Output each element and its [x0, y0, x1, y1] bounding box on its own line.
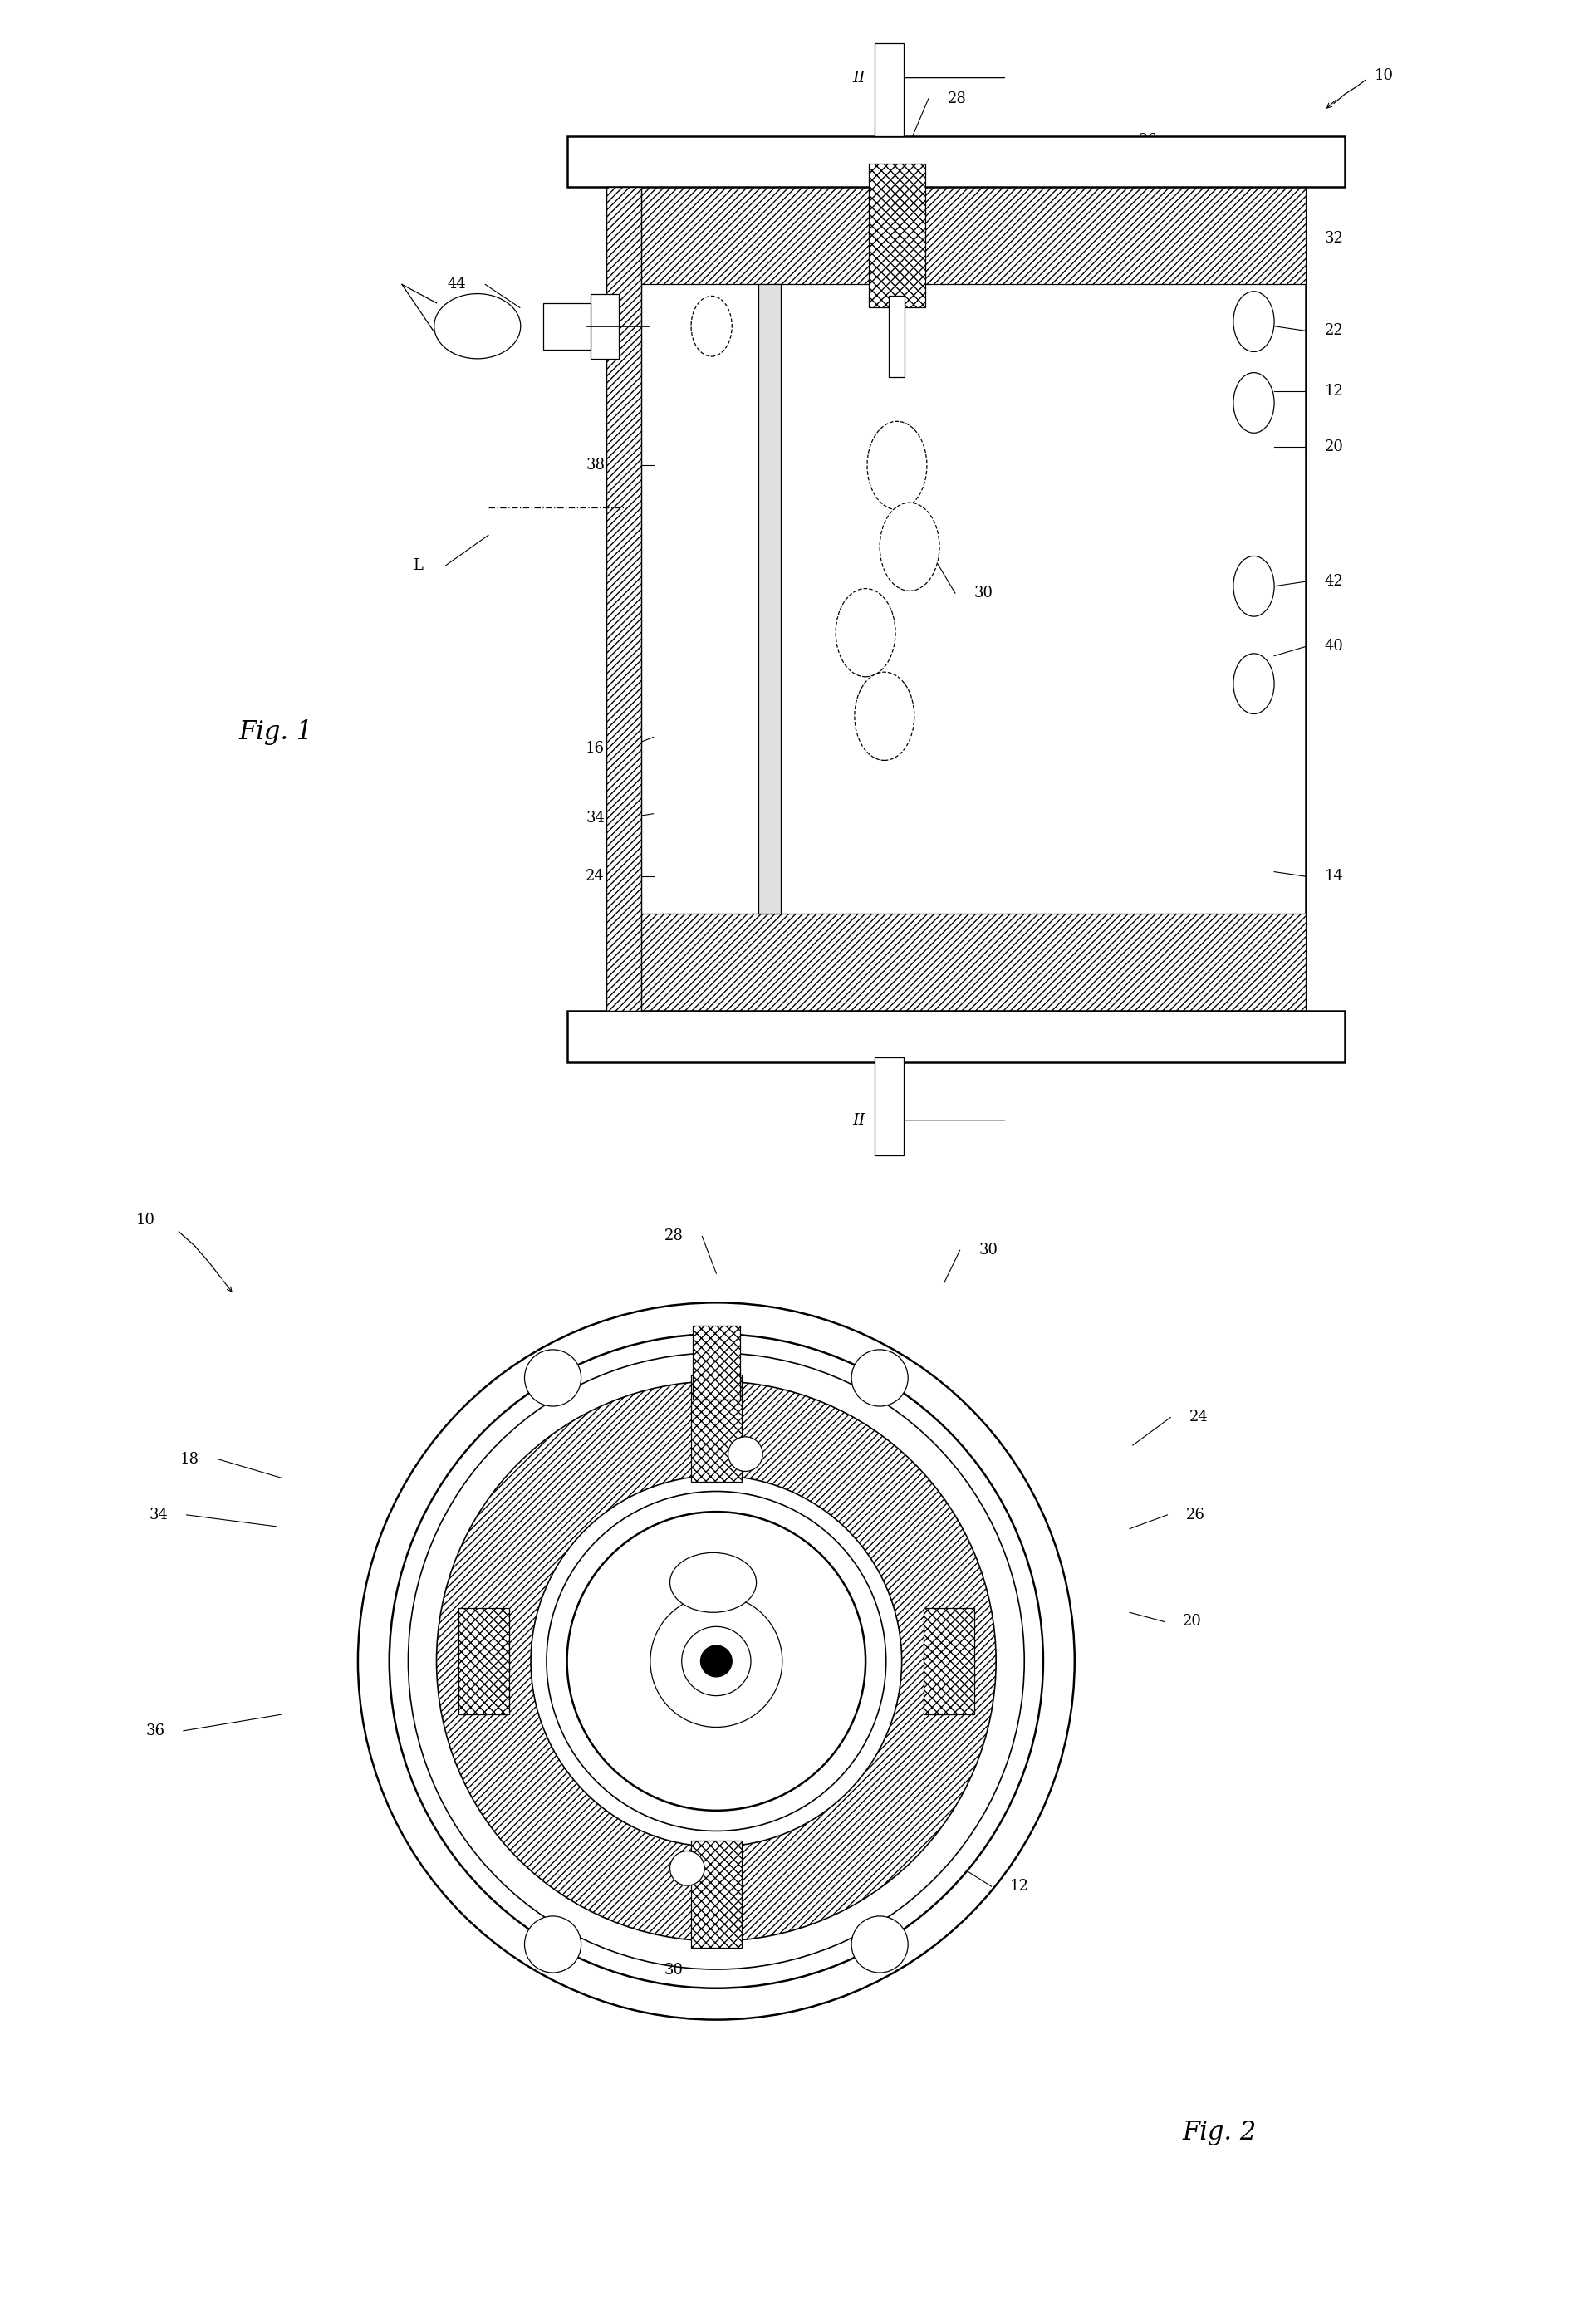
Text: 20: 20 — [1324, 439, 1344, 456]
Circle shape — [1234, 555, 1275, 616]
Text: 18: 18 — [1132, 1032, 1151, 1046]
Ellipse shape — [650, 1594, 782, 1727]
Bar — [606, 186, 641, 1011]
Bar — [567, 1011, 1344, 1062]
Ellipse shape — [671, 1850, 705, 1885]
Text: 14: 14 — [1324, 869, 1344, 883]
Ellipse shape — [524, 1915, 581, 1973]
Bar — [869, 163, 926, 307]
Text: 26: 26 — [1140, 132, 1158, 149]
Bar — [567, 135, 1344, 186]
Circle shape — [836, 588, 896, 676]
Text: 24: 24 — [586, 869, 604, 883]
Text: 44: 44 — [447, 277, 466, 293]
Ellipse shape — [524, 1350, 581, 1406]
Circle shape — [1234, 653, 1275, 713]
Circle shape — [880, 502, 940, 590]
Bar — [606, 186, 1306, 1011]
Ellipse shape — [530, 1476, 902, 1848]
Ellipse shape — [408, 1353, 1025, 1968]
Bar — [458, 1608, 508, 1715]
Ellipse shape — [671, 1552, 757, 1613]
Bar — [875, 42, 903, 135]
Circle shape — [867, 421, 927, 509]
Text: 42: 42 — [1324, 574, 1343, 588]
Bar — [759, 284, 781, 913]
Text: II: II — [853, 70, 866, 86]
Text: 32: 32 — [1324, 230, 1344, 246]
Text: 12: 12 — [1011, 1878, 1029, 1894]
Text: 36: 36 — [146, 1724, 165, 1738]
Circle shape — [691, 295, 732, 356]
Bar — [924, 1608, 974, 1715]
Text: 34: 34 — [150, 1508, 168, 1522]
Bar — [889, 295, 905, 376]
Ellipse shape — [434, 293, 521, 358]
Bar — [691, 1376, 741, 1483]
Text: 30: 30 — [979, 1243, 998, 1257]
Text: II: II — [853, 1113, 866, 1127]
Circle shape — [1234, 372, 1275, 432]
Circle shape — [855, 672, 914, 760]
Text: 12: 12 — [1324, 383, 1344, 400]
Text: 40: 40 — [1324, 639, 1344, 653]
Bar — [606, 913, 1306, 1011]
Ellipse shape — [852, 1915, 908, 1973]
Ellipse shape — [700, 1645, 732, 1678]
Text: 10: 10 — [1374, 67, 1395, 84]
Bar — [693, 1325, 740, 1399]
Ellipse shape — [436, 1380, 996, 1941]
Ellipse shape — [852, 1350, 908, 1406]
Ellipse shape — [357, 1304, 1075, 2020]
Bar — [875, 1057, 903, 1155]
Ellipse shape — [389, 1334, 1044, 1989]
Text: 38: 38 — [727, 1569, 746, 1583]
Text: 30: 30 — [974, 586, 993, 600]
Ellipse shape — [546, 1492, 886, 1831]
Text: 10: 10 — [137, 1213, 156, 1227]
Text: 38: 38 — [586, 458, 604, 474]
Bar — [543, 302, 590, 349]
Text: 24: 24 — [1190, 1411, 1209, 1425]
Text: 28: 28 — [664, 1229, 683, 1243]
Text: 34: 34 — [586, 811, 604, 825]
Ellipse shape — [567, 1513, 866, 1810]
Ellipse shape — [729, 1436, 763, 1471]
Text: L: L — [412, 558, 422, 572]
Text: 20: 20 — [1184, 1615, 1203, 1629]
Circle shape — [1234, 290, 1275, 351]
Text: 18: 18 — [179, 1452, 200, 1466]
Text: 16: 16 — [586, 741, 604, 755]
Bar — [606, 186, 1306, 284]
Text: 22: 22 — [1324, 323, 1343, 339]
Text: 30: 30 — [664, 1961, 683, 1978]
Text: 28: 28 — [948, 91, 966, 107]
Bar — [606, 186, 641, 1011]
Bar — [590, 293, 619, 358]
Text: 26: 26 — [1187, 1508, 1206, 1522]
Text: Fig. 1: Fig. 1 — [239, 720, 313, 746]
Text: Fig. 2: Fig. 2 — [1182, 2119, 1256, 2145]
Bar — [691, 1841, 741, 1948]
